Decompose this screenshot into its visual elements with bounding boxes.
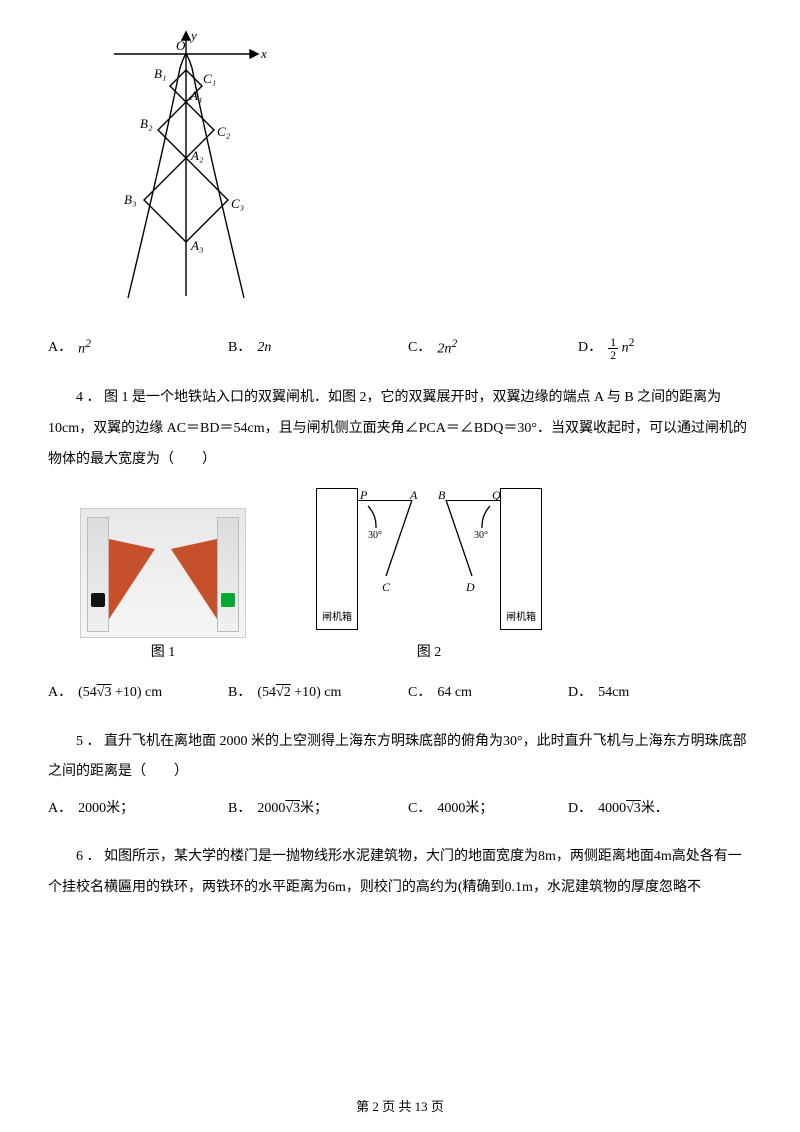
option-label: B． — [228, 337, 251, 359]
question-text: 图 1 是一个地铁站入口的双翼闸机．如图 2，它的双翼展开时，双翼边缘的端点 A… — [48, 390, 747, 467]
wing-left — [109, 539, 155, 619]
q5-option-c[interactable]: C． 4000米； — [408, 798, 568, 820]
option-text: 64 cm — [437, 682, 472, 704]
q3-option-b[interactable]: B． 2n — [228, 334, 408, 361]
question-number: 4 ． — [76, 390, 101, 405]
label-Q: Q — [492, 486, 501, 505]
caption-fig1: 图 1 — [80, 642, 246, 664]
q4-option-b[interactable]: B． (54√2 +10) cm — [228, 682, 408, 704]
svg-text:x: x — [260, 46, 267, 61]
q4-option-c[interactable]: C． 64 cm — [408, 682, 568, 704]
q3-options: A． n2 B． 2n C． 2n2 D． 12 n2 — [48, 334, 752, 361]
svg-text:B₂: B₂ — [140, 116, 153, 131]
q4-captions: 图 1 图 2 — [80, 642, 752, 664]
option-text: (54√3 +10) cm — [78, 682, 162, 704]
q6-stem: 6 ． 如图所示，某大学的楼门是一抛物线形水泥建筑物，大门的地面宽度为8m，两侧… — [48, 842, 752, 904]
footer-prefix: 第 — [356, 1099, 372, 1114]
svg-text:C₁: C₁ — [203, 71, 216, 86]
arrow-icon — [221, 593, 235, 607]
option-text: 54cm — [598, 682, 629, 704]
q5-stem: 5 ． 直升飞机在离地面 2000 米的上空测得上海东方明珠底部的俯角为30°，… — [48, 727, 752, 789]
svg-text:y: y — [189, 28, 197, 43]
q4-option-a[interactable]: A． (54√3 +10) cm — [48, 682, 228, 704]
option-text: 4000米； — [437, 798, 493, 820]
option-text: 2000米； — [78, 798, 134, 820]
question-text: 直升飞机在离地面 2000 米的上空测得上海东方明珠底部的俯角为30°，此时直升… — [48, 734, 747, 780]
label-B: B — [438, 486, 445, 505]
svg-text:O: O — [176, 38, 186, 53]
option-expr: n2 — [78, 335, 91, 361]
caption-fig2: 图 2 — [316, 642, 542, 664]
diagram-lines — [316, 488, 542, 638]
option-text: 4000√3米． — [598, 798, 669, 820]
page-footer: 第 2 页 共 13 页 — [0, 1097, 800, 1118]
option-label: D． — [568, 798, 592, 820]
option-expr: 12 n2 — [608, 334, 634, 361]
option-expr: 2n — [257, 337, 271, 359]
label-angle-r: 30° — [474, 528, 488, 544]
question-number: 5 ． — [76, 734, 101, 749]
svg-text:A₃: A₃ — [190, 238, 203, 253]
q4-stem: 4 ． 图 1 是一个地铁站入口的双翼闸机．如图 2，它的双翼展开时，双翼边缘的… — [48, 383, 752, 475]
svg-text:B₃: B₃ — [124, 192, 136, 207]
q4-option-d[interactable]: D． 54cm — [568, 682, 629, 704]
q3-option-a[interactable]: A． n2 — [48, 334, 228, 361]
wing-right — [171, 539, 217, 619]
q4-options: A． (54√3 +10) cm B． (54√2 +10) cm C． 64 … — [48, 682, 752, 704]
q5-option-d[interactable]: D． 4000√3米． — [568, 798, 669, 820]
question-number: 6 ． — [76, 849, 101, 864]
svg-text:C₂: C₂ — [217, 124, 231, 139]
option-label: A． — [48, 337, 72, 359]
label-D: D — [466, 578, 475, 597]
footer-suffix: 页 — [428, 1099, 444, 1114]
option-label: C． — [408, 337, 431, 359]
gate-right — [217, 517, 239, 632]
option-label: A． — [48, 798, 72, 820]
q5-options: A． 2000米； B． 2000√3米； C． 4000米； D． 4000√… — [48, 798, 752, 820]
option-expr: 2n2 — [437, 335, 457, 361]
option-text: (54√2 +10) cm — [257, 682, 341, 704]
option-label: D． — [578, 337, 602, 359]
option-label: B． — [228, 682, 251, 704]
option-text: 2000√3米； — [257, 798, 328, 820]
q5-option-a[interactable]: A． 2000米； — [48, 798, 228, 820]
q4-diagram: 闸机箱 闸机箱 P Q A B C D 30° 30° — [316, 488, 542, 638]
footer-total: 13 — [415, 1099, 428, 1114]
svg-text:A₁: A₁ — [189, 88, 202, 103]
q3-option-c[interactable]: C． 2n2 — [408, 334, 578, 361]
footer-mid: 页 共 — [379, 1099, 415, 1114]
gate-left — [87, 517, 109, 632]
option-label: B． — [228, 798, 251, 820]
svg-text:C₃: C₃ — [231, 196, 244, 211]
question-text: 如图所示，某大学的楼门是一抛物线形水泥建筑物，大门的地面宽度为8m，两侧距离地面… — [48, 849, 742, 895]
svg-text:A₂: A₂ — [190, 148, 204, 163]
q3-option-d[interactable]: D． 12 n2 — [578, 334, 634, 361]
q4-photo — [80, 508, 246, 638]
option-label: D． — [568, 682, 592, 704]
parabola-diagram: O x y B₁ C₁ A₁ B₂ C₂ A₂ B₃ C₃ A₃ — [96, 28, 276, 308]
q3-figure: O x y B₁ C₁ A₁ B₂ C₂ A₂ B₃ C₃ A₃ — [96, 28, 752, 316]
option-label: C． — [408, 682, 431, 704]
q5-option-b[interactable]: B． 2000√3米； — [228, 798, 408, 820]
dot-icon — [91, 593, 105, 607]
option-label: A． — [48, 682, 72, 704]
svg-text:B₁: B₁ — [154, 66, 166, 81]
q4-figures: 闸机箱 闸机箱 P Q A B C D 30° 30° — [80, 488, 752, 638]
label-angle-l: 30° — [368, 528, 382, 544]
label-P: P — [360, 486, 367, 505]
label-C: C — [382, 578, 390, 597]
option-label: C． — [408, 798, 431, 820]
label-A: A — [410, 486, 417, 505]
